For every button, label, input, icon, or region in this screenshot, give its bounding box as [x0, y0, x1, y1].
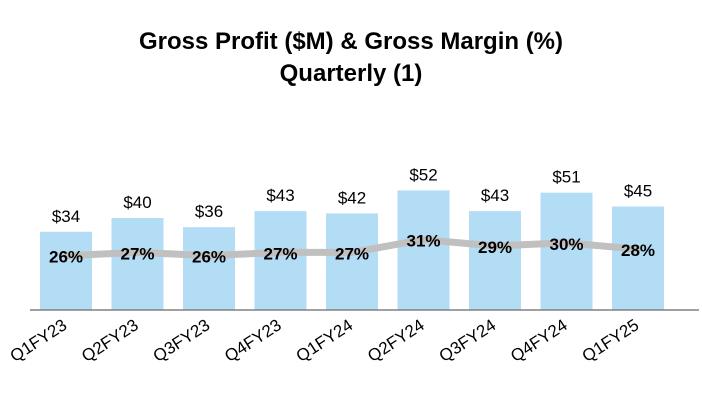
margin-value-labels: 26% 27% 26% 27% 27% 31% 29% 30% 28%	[49, 232, 655, 267]
x-tick-label: Q2FY24	[364, 315, 427, 365]
margin-value-label: 30%	[549, 235, 583, 254]
x-tick-label: Q1FY25	[579, 315, 642, 365]
bar-Q1FY25	[612, 206, 664, 310]
bar-Q3FY24	[469, 211, 521, 310]
bar-Q1FY24	[326, 213, 378, 310]
x-tick-label: Q4FY24	[507, 315, 570, 365]
bar-Q4FY23	[254, 211, 307, 310]
bar-series	[40, 190, 664, 310]
margin-value-label: 27%	[263, 244, 297, 263]
bar-value-label: $43	[266, 186, 294, 205]
bar-value-label: $40	[123, 193, 151, 212]
bar-Q2FY24	[397, 190, 450, 310]
x-tick-label: Q3FY24	[436, 315, 499, 365]
chart-title-line-2: Quarterly (1)	[279, 60, 423, 87]
x-axis-tick-labels: Q1FY23 Q2FY23 Q3FY23 Q4FY23 Q1FY24 Q2FY24 Q3FY…	[7, 315, 642, 365]
chart-title: Gross Profit ($M) & Gross Margin (%) Qua…	[0, 26, 702, 90]
bar-Q2FY23	[111, 218, 164, 310]
margin-value-label: 26%	[49, 248, 83, 267]
bar-value-label: $42	[338, 188, 366, 207]
bar-value-label: $52	[409, 165, 437, 184]
x-tick-label: Q1FY24	[293, 315, 356, 365]
margin-value-label: 27%	[335, 244, 369, 263]
bar-value-labels: $34 $40 $36 $43 $42 $52 $43 $51 $45	[52, 165, 652, 225]
bar-Q3FY23	[183, 227, 235, 310]
x-tick-label: Q2FY23	[78, 315, 141, 365]
bar-value-label: $34	[52, 207, 80, 226]
x-tick-label: Q3FY23	[150, 315, 213, 365]
bar-value-label: $43	[481, 186, 509, 205]
margin-value-label: 26%	[192, 248, 226, 267]
margin-value-label: 31%	[406, 232, 440, 251]
bar-Q1FY23	[40, 231, 92, 310]
bar-value-label: $45	[624, 182, 652, 201]
margin-value-label: 29%	[478, 238, 512, 257]
margin-value-label: 27%	[120, 244, 154, 263]
x-tick-label: Q4FY23	[221, 315, 284, 365]
bar-Q4FY24	[540, 192, 593, 310]
margin-line-series	[62, 236, 642, 260]
margin-value-label: 28%	[621, 241, 655, 260]
chart-title-line-1: Gross Profit ($M) & Gross Margin (%)	[138, 28, 564, 55]
x-tick-label: Q1FY23	[7, 315, 70, 365]
bar-value-label: $51	[552, 168, 580, 187]
bar-value-label: $36	[195, 202, 223, 221]
